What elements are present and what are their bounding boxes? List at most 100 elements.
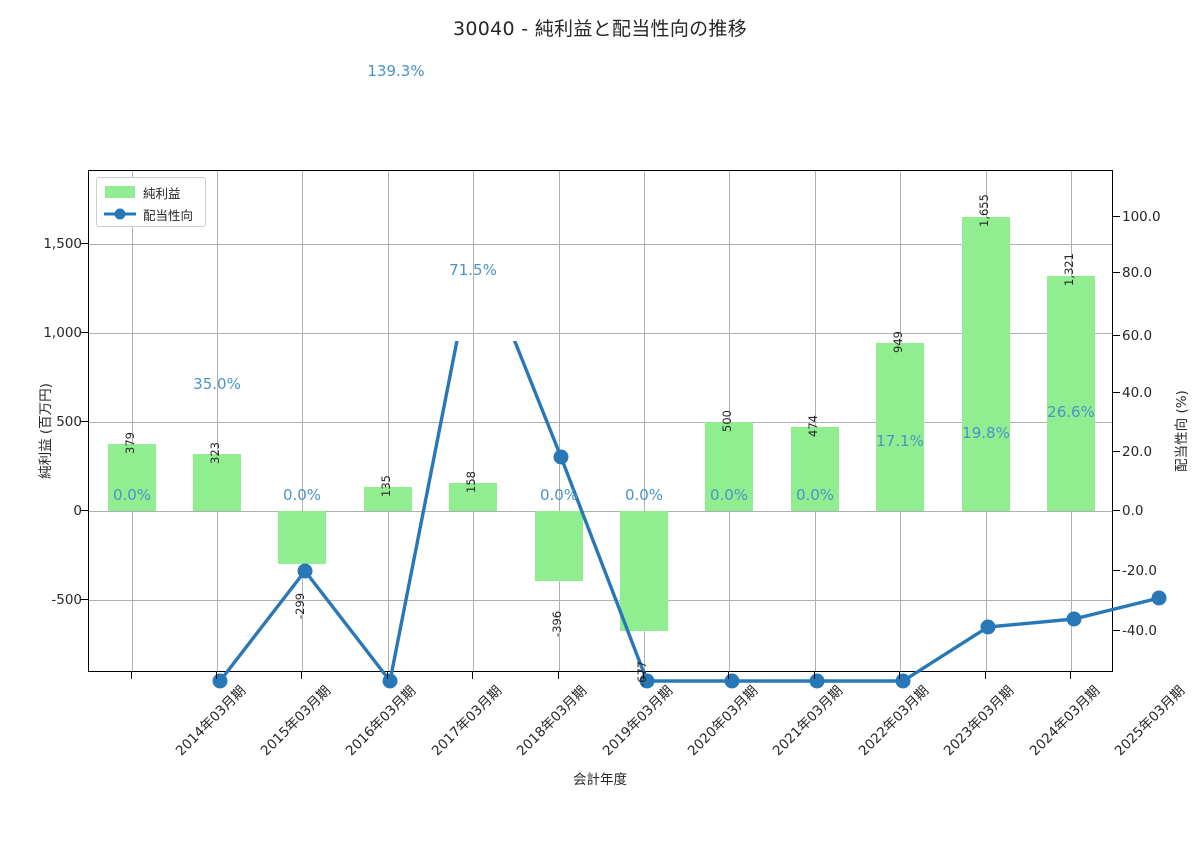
- chart-title: 30040 - 純利益と配当性向の推移: [452, 18, 748, 40]
- data-label-haitou-2024: 19.8%: [962, 424, 1010, 442]
- tickmark-bottom-4: [472, 672, 474, 679]
- bar-value-2018: 158: [464, 471, 478, 493]
- tickmark-right-40: [1113, 392, 1120, 394]
- gridline-cat-1: [217, 171, 218, 671]
- bar-value-2016: -299: [293, 592, 307, 619]
- xtick-label-2: 2016年03月期: [342, 682, 420, 760]
- data-label-haitou-2018: 71.5%: [449, 261, 497, 279]
- legend-label-junrieki: 純利益: [143, 186, 181, 201]
- xtick-label-1: 2015年03月期: [257, 682, 335, 760]
- ytick-right-60: 60.0: [1122, 328, 1153, 344]
- bar-2014: [108, 444, 156, 511]
- legend-item-junrieki[interactable]: 純利益: [97, 181, 205, 203]
- tickmark-bottom-10: [985, 672, 987, 679]
- xtick-label-5: 2019年03月期: [599, 682, 677, 760]
- bar-value-2014: 379: [123, 432, 137, 454]
- xtick-label-4: 2018年03月期: [513, 682, 591, 760]
- tickmark-left-minus500: [81, 599, 88, 601]
- chart-legend[interactable]: 純利益 配当性向: [96, 177, 206, 227]
- tickmark-left-1000: [81, 332, 88, 334]
- xtick-label-7: 2021年03月期: [769, 682, 847, 760]
- tickmark-left-500: [81, 421, 88, 423]
- ytick-right-40: 40.0: [1122, 385, 1153, 401]
- xtick-label-11: 2025年03月期: [1111, 682, 1189, 760]
- y-axis-label-left: 純利益 (百万円): [38, 383, 54, 479]
- tickmark-bottom-7: [728, 672, 730, 679]
- data-label-haitou-2022: 0.0%: [795, 486, 835, 504]
- gridline-0: [89, 511, 1112, 512]
- bar-value-2020: -677: [635, 660, 649, 687]
- plot-area: 379 323 -299 135 158 -396 -677 500 474 9…: [88, 170, 1167, 689]
- tickmark-left-1500: [81, 243, 88, 245]
- bar-value-2022: 474: [806, 415, 820, 437]
- bar-2024: [962, 217, 1010, 511]
- x-axis-label: 会計年度: [573, 772, 627, 788]
- tickmark-bottom-0: [131, 672, 133, 679]
- bar-value-2017: 135: [379, 475, 393, 497]
- ytick-right-minus20: -20.0: [1122, 563, 1157, 579]
- bar-2019: [535, 511, 583, 581]
- ytick-right-80: 80.0: [1122, 265, 1153, 281]
- gridline-1000: [89, 333, 1112, 334]
- bar-value-2021: 500: [720, 410, 734, 432]
- legend-swatch-junrieki: [105, 186, 135, 198]
- bar-value-2015: 323: [208, 442, 222, 464]
- data-label-haitou-2020: 0.0%: [624, 486, 664, 504]
- tickmark-bottom-6: [643, 672, 645, 679]
- ytick-right-0: 0.0: [1122, 503, 1144, 519]
- gridline-cat-0: [132, 171, 133, 671]
- bar-2023: [876, 343, 924, 511]
- bar-2020: [620, 511, 668, 631]
- gridline-1500: [89, 244, 1112, 245]
- tickmark-bottom-11: [1070, 672, 1072, 679]
- ytick-right-100: 100.0: [1122, 209, 1161, 225]
- tickmark-right-minus40: [1113, 630, 1120, 632]
- y-axis-label-right: 配当性向 (%): [1174, 390, 1190, 472]
- ytick-left-0: 0: [73, 503, 82, 519]
- legend-label-haitouseikou: 配当性向: [143, 208, 194, 223]
- bar-value-2023: 949: [891, 331, 905, 353]
- bar-value-2019: -396: [550, 610, 564, 637]
- xtick-label-10: 2024年03月期: [1026, 682, 1104, 760]
- legend-line-marker-icon: [104, 208, 136, 220]
- data-label-haitou-2014: 0.0%: [112, 486, 152, 504]
- ytick-left-500: 500: [56, 414, 82, 430]
- gridline-500: [89, 422, 1112, 423]
- gridline-minus500: [89, 600, 1112, 601]
- ytick-left-1500: 1,500: [43, 236, 82, 252]
- tickmark-right-0: [1113, 510, 1120, 512]
- tickmark-right-20: [1113, 451, 1120, 453]
- gridline-cat-3: [388, 171, 389, 671]
- data-label-haitou-2023: 17.1%: [876, 432, 924, 450]
- data-label-haitou-2016: 0.0%: [282, 486, 322, 504]
- xtick-label-3: 2017年03月期: [428, 682, 506, 760]
- bar-2016: [278, 511, 326, 564]
- gridline-cat-4: [473, 171, 474, 671]
- tickmark-bottom-5: [558, 672, 560, 679]
- bar-value-2024: 1,655: [977, 194, 991, 227]
- tickmark-right-80: [1113, 272, 1120, 274]
- xtick-label-0: 2014年03月期: [172, 682, 250, 760]
- xtick-label-8: 2022年03月期: [855, 682, 933, 760]
- data-label-haitou-2025: 26.6%: [1047, 403, 1095, 421]
- gridline-cat-5: [559, 171, 560, 671]
- data-label-haitou-2015: 35.0%: [193, 375, 241, 393]
- legend-item-haitouseikou[interactable]: 配当性向: [97, 203, 205, 225]
- tickmark-bottom-2: [301, 672, 303, 679]
- tickmark-bottom-9: [899, 672, 901, 679]
- ytick-right-minus40: -40.0: [1122, 623, 1157, 639]
- xtick-label-6: 2020年03月期: [684, 682, 762, 760]
- ytick-left-1000: 1,000: [43, 325, 82, 341]
- tickmark-bottom-1: [216, 672, 218, 679]
- ytick-left-minus500: -500: [51, 592, 82, 608]
- bar-value-2025: 1,321: [1062, 253, 1076, 286]
- data-label-haitou-2021: 0.0%: [709, 486, 749, 504]
- bar-2025: [1047, 276, 1095, 511]
- tickmark-bottom-3: [387, 672, 389, 679]
- xtick-label-9: 2023年03月期: [940, 682, 1018, 760]
- tickmark-left-0: [81, 510, 88, 512]
- data-label-haitou-2019: 0.0%: [539, 486, 579, 504]
- tickmark-right-100: [1113, 216, 1120, 218]
- data-label-haitou-2017: 139.3%: [367, 62, 425, 80]
- tickmark-bottom-8: [814, 672, 816, 679]
